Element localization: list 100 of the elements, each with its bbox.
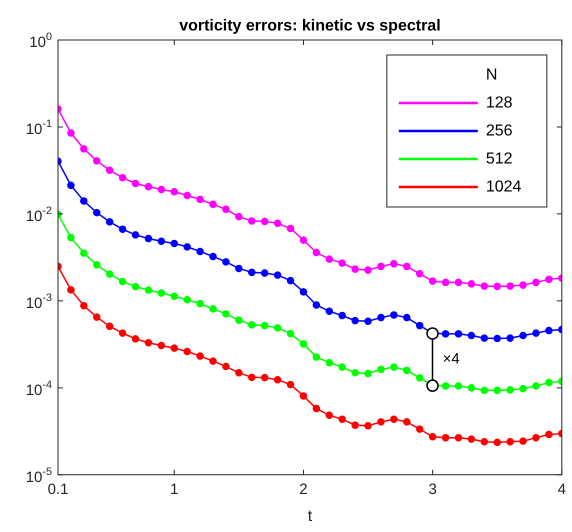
point — [144, 182, 152, 190]
point — [132, 231, 140, 239]
x-axis-title: t — [308, 508, 313, 525]
point — [170, 240, 178, 248]
point — [428, 277, 436, 285]
point — [493, 334, 501, 342]
legend-label: 1024 — [486, 178, 522, 196]
point — [274, 324, 282, 332]
point — [403, 262, 411, 270]
point — [260, 269, 268, 277]
point — [454, 330, 462, 338]
point — [338, 415, 346, 423]
point — [519, 281, 527, 289]
point — [300, 340, 308, 348]
point — [118, 225, 126, 233]
point — [158, 342, 166, 350]
point — [532, 329, 540, 337]
point — [506, 334, 514, 342]
point — [132, 180, 140, 188]
point — [506, 386, 514, 394]
point — [158, 238, 166, 245]
point — [260, 322, 268, 330]
point — [326, 358, 334, 366]
point — [118, 278, 126, 286]
point — [196, 300, 204, 308]
point — [300, 392, 308, 400]
point — [312, 248, 320, 256]
point — [454, 382, 462, 390]
point — [364, 266, 372, 274]
point — [67, 129, 75, 137]
point — [338, 259, 346, 267]
point — [532, 434, 540, 442]
point — [183, 348, 191, 356]
point — [351, 369, 359, 377]
point — [364, 422, 372, 430]
point — [183, 192, 191, 200]
point — [532, 382, 540, 390]
point — [248, 321, 256, 329]
point — [118, 174, 126, 182]
legend-label: 128 — [486, 94, 513, 112]
point — [377, 262, 385, 270]
point — [519, 384, 527, 392]
point — [300, 236, 308, 244]
point — [260, 218, 268, 226]
point — [222, 310, 230, 318]
x-tick-label: 3 — [428, 480, 437, 498]
point — [209, 357, 217, 365]
point — [170, 344, 178, 352]
point — [403, 418, 411, 426]
point — [390, 415, 398, 423]
point — [93, 313, 101, 321]
point — [493, 438, 501, 446]
point — [300, 288, 308, 296]
point — [312, 301, 320, 309]
x-tick-label: 1 — [170, 480, 178, 498]
point — [67, 182, 75, 190]
point — [235, 264, 243, 272]
point — [545, 276, 553, 284]
point — [106, 218, 114, 226]
legend-label: 512 — [486, 150, 513, 168]
point — [403, 366, 411, 374]
point — [454, 434, 462, 442]
point — [377, 314, 385, 322]
point — [93, 261, 101, 269]
point — [442, 330, 450, 338]
point — [170, 188, 178, 196]
point — [158, 289, 166, 297]
point — [403, 314, 411, 322]
point — [183, 296, 191, 304]
point — [144, 339, 152, 346]
point — [248, 268, 256, 276]
point — [118, 329, 126, 337]
point — [468, 332, 476, 340]
point — [480, 282, 488, 290]
point — [286, 224, 294, 232]
x-tick-label: 0.1 — [48, 480, 68, 498]
legend-label: 256 — [486, 122, 513, 140]
point — [442, 434, 450, 442]
point — [468, 280, 476, 288]
point — [480, 334, 488, 342]
point — [274, 376, 282, 384]
point — [454, 278, 462, 286]
point — [196, 196, 204, 204]
point — [338, 312, 346, 320]
point — [93, 208, 101, 216]
point — [222, 362, 230, 370]
point — [468, 384, 476, 392]
annotation: ×4 — [442, 350, 460, 368]
point — [106, 322, 114, 330]
point — [326, 411, 334, 419]
point — [338, 363, 346, 371]
point — [106, 270, 114, 278]
point — [480, 386, 488, 394]
point — [132, 335, 140, 343]
point — [326, 255, 334, 263]
point — [545, 326, 553, 334]
point — [235, 369, 243, 377]
legend-title: N — [486, 66, 498, 84]
chart-title: vorticity errors: kinetic vs spectral — [179, 17, 441, 34]
point — [170, 292, 178, 300]
